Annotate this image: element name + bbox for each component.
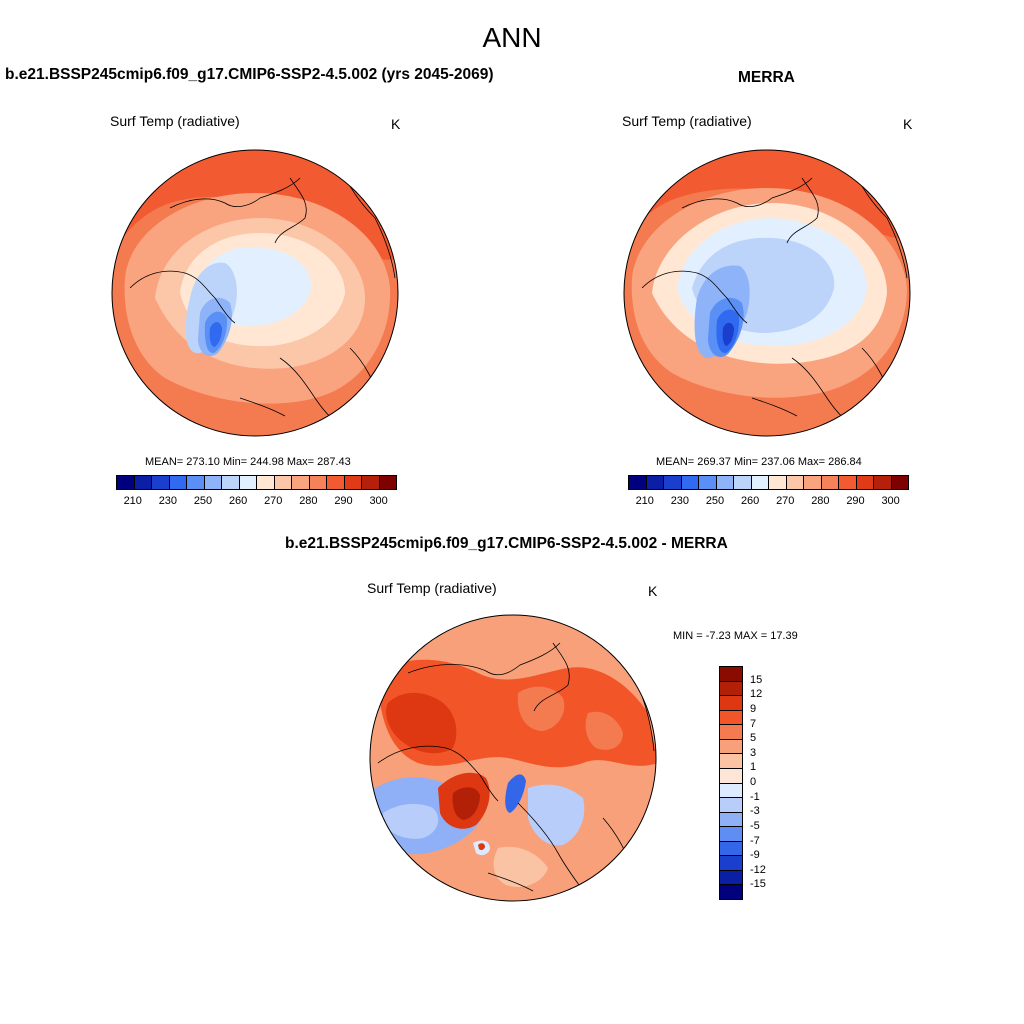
colorbar-swatch (821, 476, 839, 489)
colorbar-tick-label: -15 (750, 878, 766, 891)
colorbar-swatch (720, 681, 742, 697)
colorbar-swatch (629, 476, 647, 489)
colorbar-swatch (804, 476, 822, 489)
colorbar-tick-label: 280 (811, 495, 830, 507)
colorbar-swatch (292, 476, 310, 489)
colorbar-tick-label: 290 (846, 495, 865, 507)
variable-label-obs: Surf Temp (radiative) (622, 113, 752, 129)
colorbar-tick-label: -9 (750, 849, 760, 862)
colorbar-tick-label: 5 (750, 732, 757, 745)
colorbar-swatch (716, 476, 734, 489)
colorbar-swatch (839, 476, 857, 489)
colorbar-tick-label: -3 (750, 805, 760, 818)
colorbar-tick-label: -5 (750, 819, 760, 832)
colorbar-swatch (699, 476, 717, 489)
colorbar-swatch (720, 754, 742, 769)
colorbar-tick-label: 7 (750, 717, 757, 730)
colorbar-tick-label: 260 (740, 495, 760, 507)
units-label-obs: K (903, 116, 913, 132)
colorbar-swatch (720, 768, 742, 784)
page-title: ANN (482, 22, 542, 53)
colorbar-tick-label: 270 (264, 495, 283, 507)
colorbar-swatch (257, 476, 275, 489)
colorbar-tick-label: 250 (193, 495, 213, 507)
colorbar-tick-label: 300 (369, 495, 388, 507)
colorbar-tick-label: -7 (750, 834, 760, 847)
colorbar-swatch (720, 696, 742, 711)
colorbar-swatch (169, 476, 187, 489)
colorbar-swatch (891, 476, 908, 489)
colorbar-swatch (856, 476, 874, 489)
colorbar-swatch (720, 856, 742, 871)
colorbar-swatch (187, 476, 205, 489)
colorbar-tick-label: 300 (881, 495, 900, 507)
colorbar-swatch (362, 476, 380, 489)
colorbar-swatch (720, 885, 742, 899)
colorbar-tick-label: 15 (750, 673, 763, 686)
colorbar-swatch (646, 476, 664, 489)
colorbar-tick-label: -1 (750, 790, 760, 803)
colorbar-swatch (720, 798, 742, 813)
colorbar-swatch (874, 476, 892, 489)
colorbar-swatch (734, 476, 752, 489)
colorbar-swatch (720, 725, 742, 740)
colorbar-swatch (720, 827, 742, 842)
panel-title-diff: b.e21.BSSP245cmip6.f09_g17.CMIP6-SSP2-4.… (285, 535, 728, 552)
colorbar-swatch (152, 476, 170, 489)
colorbar-swatch (134, 476, 152, 489)
colorbar-tick-label: 210 (635, 495, 654, 507)
colorbar-swatch (309, 476, 327, 489)
colorbar-swatch (664, 476, 682, 489)
colorbar-swatch (379, 476, 396, 489)
colorbar-swatch (720, 783, 742, 799)
stats-model: MEAN= 273.10 Min= 244.98 Max= 287.43 (145, 456, 351, 468)
colorbar-swatch (769, 476, 787, 489)
units-label-diff: K (648, 583, 658, 599)
colorbar-tick-label: 3 (750, 746, 757, 759)
colorbar-model (116, 475, 397, 490)
colorbar-swatch (204, 476, 222, 489)
variable-label-diff: Surf Temp (radiative) (367, 580, 497, 596)
colorbar-swatch (720, 739, 742, 755)
colorbar-swatch (274, 476, 292, 489)
colorbar-tick-label: 0 (750, 776, 757, 788)
colorbar-swatch (222, 476, 240, 489)
colorbar-swatch (239, 476, 257, 489)
colorbar-swatch (751, 476, 769, 489)
colorbar-tick-label: 9 (750, 702, 757, 715)
colorbar-swatch (720, 667, 742, 682)
stats-diff: MIN = -7.23 MAX = 17.39 (673, 630, 798, 642)
colorbar-tick-label: 210 (123, 495, 142, 507)
polar-map-model (111, 149, 399, 437)
colorbar-tick-label: 230 (670, 495, 690, 507)
colorbar-tick-label: 280 (299, 495, 318, 507)
panel-title-model: b.e21.BSSP245cmip6.f09_g17.CMIP6-SSP2-4.… (5, 66, 494, 83)
colorbar-tick-label: 290 (334, 495, 353, 507)
colorbar-swatch (344, 476, 362, 489)
stats-obs: MEAN= 269.37 Min= 237.06 Max= 286.84 (656, 456, 862, 468)
colorbar-swatch (786, 476, 804, 489)
colorbar-tick-label: 260 (228, 495, 248, 507)
colorbar-swatch (720, 812, 742, 828)
colorbar-swatch (327, 476, 345, 489)
colorbar-tick-label: 250 (705, 495, 725, 507)
colorbar-tick-label: 1 (750, 761, 757, 774)
colorbar-swatch (681, 476, 699, 489)
colorbar-tick-label: 270 (776, 495, 795, 507)
units-label-model: K (391, 116, 401, 132)
polar-map-obs (623, 149, 911, 437)
colorbar-diff (719, 666, 743, 900)
colorbar-obs (628, 475, 909, 490)
polar-map-diff (369, 614, 657, 902)
colorbar-swatch (117, 476, 135, 489)
colorbar-tick-label: -12 (750, 863, 766, 876)
colorbar-tick-label: 12 (750, 688, 763, 701)
colorbar-tick-label: 230 (158, 495, 178, 507)
colorbar-swatch (720, 710, 742, 726)
colorbar-swatch (720, 841, 742, 857)
panel-title-obs: MERRA (738, 69, 795, 86)
variable-label-model: Surf Temp (radiative) (110, 113, 240, 129)
colorbar-swatch (720, 870, 742, 886)
